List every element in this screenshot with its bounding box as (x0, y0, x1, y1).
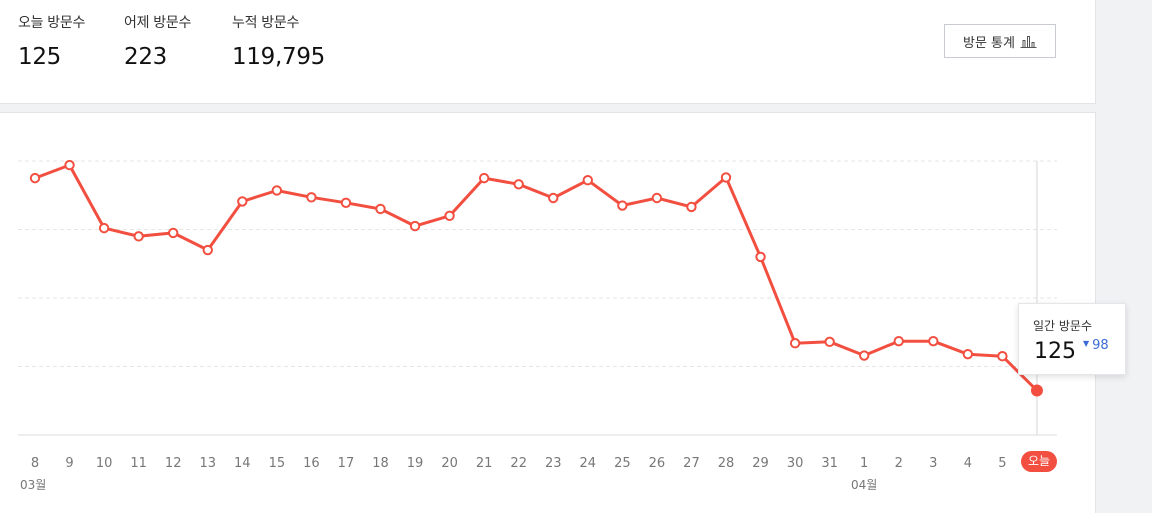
daily-visits-chart-card: 8 9 10 11 12 13 14 15 16 17 18 19 20 21 22 23 24 25 26 27 28… (0, 112, 1096, 513)
total-visits-label: 누적 방문수 (232, 15, 300, 31)
data-point (202, 244, 213, 256)
x-tick-label: 26 (649, 456, 666, 471)
data-point (340, 197, 352, 208)
data-point-today (1030, 384, 1043, 397)
x-tick-label: 18 (372, 456, 389, 471)
total-visits-stat: 누적 방문수 119,795 (232, 12, 325, 70)
data-point (64, 159, 75, 171)
x-tick-label: 31 (821, 456, 838, 471)
data-point (271, 185, 283, 196)
month-label-march: 03월 (20, 478, 47, 492)
data-point (755, 251, 766, 263)
data-point (133, 231, 144, 242)
data-point (98, 222, 110, 234)
data-point (237, 196, 248, 207)
data-point (29, 172, 41, 184)
x-tick-label: 22 (510, 456, 527, 471)
x-tick-label: 25 (614, 456, 631, 471)
data-point (997, 351, 1008, 362)
total-visits-value: 119,795 (232, 44, 326, 70)
tooltip-value: 125 (1034, 339, 1076, 364)
x-tick-label: 1 (860, 456, 868, 471)
tooltip-diff: ▼ 98 (1083, 338, 1109, 353)
data-point (789, 338, 801, 349)
x-tick-label: 29 (752, 456, 769, 471)
x-tick-label: 20 (441, 456, 458, 471)
x-tick-label: 30 (787, 456, 804, 471)
x-tick-label: 23 (545, 456, 562, 471)
x-tick-label: 12 (165, 456, 182, 471)
data-point (548, 192, 559, 204)
today-visits-label: 오늘 방문수 (18, 15, 86, 31)
today-badge: 오늘 (1021, 451, 1057, 472)
x-tick-label: 16 (303, 456, 320, 471)
data-point (824, 336, 835, 348)
down-arrow-icon: ▼ (1083, 339, 1090, 348)
x-tick-label: 14 (234, 456, 251, 471)
data-point (962, 348, 974, 360)
data-point (686, 201, 697, 213)
x-tick-label: 10 (96, 456, 113, 471)
x-tick-label: 5 (998, 456, 1006, 471)
data-point (617, 200, 628, 211)
x-tick-label: 19 (407, 456, 424, 471)
data-point (168, 227, 179, 239)
tooltip-diff-value: 98 (1092, 338, 1109, 353)
x-tick-label: 3 (929, 456, 937, 471)
data-point (928, 335, 939, 347)
data-point (306, 192, 317, 203)
x-tick-label: 27 (683, 456, 700, 471)
today-visits-stat: 오늘 방문수 125 (18, 12, 85, 70)
x-tick-label: 2 (895, 456, 903, 471)
data-point (409, 220, 421, 232)
data-point (444, 210, 455, 222)
x-tick-label: 28 (718, 456, 735, 471)
yesterday-visits-label: 어제 방문수 (124, 15, 192, 31)
x-tick-label: 17 (338, 456, 355, 471)
x-tick-label: 13 (199, 456, 216, 471)
yesterday-visits-value: 223 (124, 44, 167, 70)
data-point (513, 179, 524, 190)
data-point (720, 172, 732, 183)
data-point (478, 172, 490, 184)
visit-stats-button-label: 방문 통계 (963, 35, 1015, 51)
x-tick-label: 24 (580, 456, 597, 471)
x-tick-label: 11 (130, 456, 147, 471)
visit-stats-button[interactable]: 방문 통계 (944, 24, 1056, 58)
x-tick-label: 8 (31, 456, 39, 471)
yesterday-visits-stat: 어제 방문수 223 (124, 12, 191, 70)
tooltip-title: 일간 방문수 (1033, 319, 1093, 333)
data-point (582, 174, 593, 186)
daily-visits-tooltip: 일간 방문수 125 ▼ 98 (1018, 303, 1126, 375)
data-point (375, 203, 386, 215)
data-point (651, 192, 663, 204)
today-visits-value: 125 (18, 44, 61, 70)
x-tick-label: 9 (65, 456, 73, 471)
x-tick-label: 4 (964, 456, 972, 471)
data-point (859, 350, 870, 361)
bar-chart-icon (1020, 36, 1037, 48)
series-line (34, 163, 1038, 392)
data-point (893, 335, 904, 347)
summary-panel: 오늘 방문수 125 어제 방문수 223 누적 방문수 119,795 방문 … (0, 0, 1096, 104)
month-label-april: 04월 (851, 478, 878, 492)
x-tick-label: 21 (476, 456, 493, 471)
x-tick-label: 15 (269, 456, 286, 471)
daily-visits-chart: 8 9 10 11 12 13 14 15 16 17 18 19 20 21 22 23 24 25 26 27 28… (18, 159, 1057, 471)
